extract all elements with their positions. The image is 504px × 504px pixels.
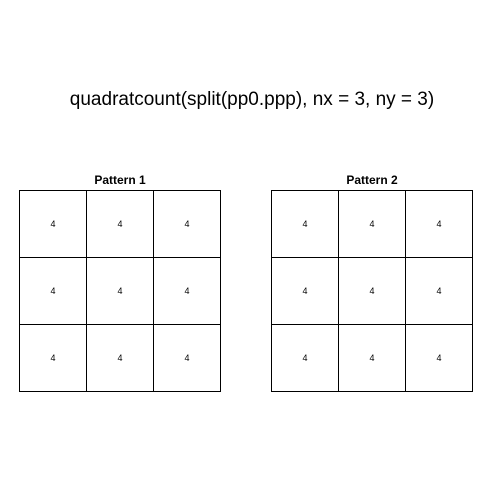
quadrat-count-cell: 4 (154, 191, 221, 258)
panel-pattern-2: Pattern 2 4 4 4 4 4 4 4 4 4 (271, 172, 473, 392)
quadrat-count-cell: 4 (406, 191, 473, 258)
quadrat-grid: 4 4 4 4 4 4 4 4 4 (271, 190, 473, 392)
panel-title: Pattern 1 (94, 173, 146, 187)
quadrat-count-cell: 4 (87, 258, 154, 325)
quadrat-count-cell: 4 (154, 258, 221, 325)
quadrat-count-cell: 4 (406, 325, 473, 392)
quadrat-count-cell: 4 (339, 325, 406, 392)
quadrat-count-cell: 4 (87, 191, 154, 258)
quadrat-count-cell: 4 (20, 258, 87, 325)
quadrat-grid: 4 4 4 4 4 4 4 4 4 (19, 190, 221, 392)
quadrat-count-cell: 4 (20, 191, 87, 258)
quadrat-count-cell: 4 (272, 325, 339, 392)
quadrat-count-cell: 4 (20, 325, 87, 392)
panel-title: Pattern 2 (346, 173, 398, 187)
quadrat-count-cell: 4 (272, 191, 339, 258)
quadrat-count-cell: 4 (406, 258, 473, 325)
quadrat-count-cell: 4 (87, 325, 154, 392)
quadrat-count-cell: 4 (339, 191, 406, 258)
quadrat-count-cell: 4 (272, 258, 339, 325)
panel-pattern-1: Pattern 1 4 4 4 4 4 4 4 4 4 (19, 172, 221, 392)
quadrat-count-cell: 4 (154, 325, 221, 392)
main-title: quadratcount(split(pp0.ppp), nx = 3, ny … (69, 89, 435, 110)
quadrat-count-cell: 4 (339, 258, 406, 325)
